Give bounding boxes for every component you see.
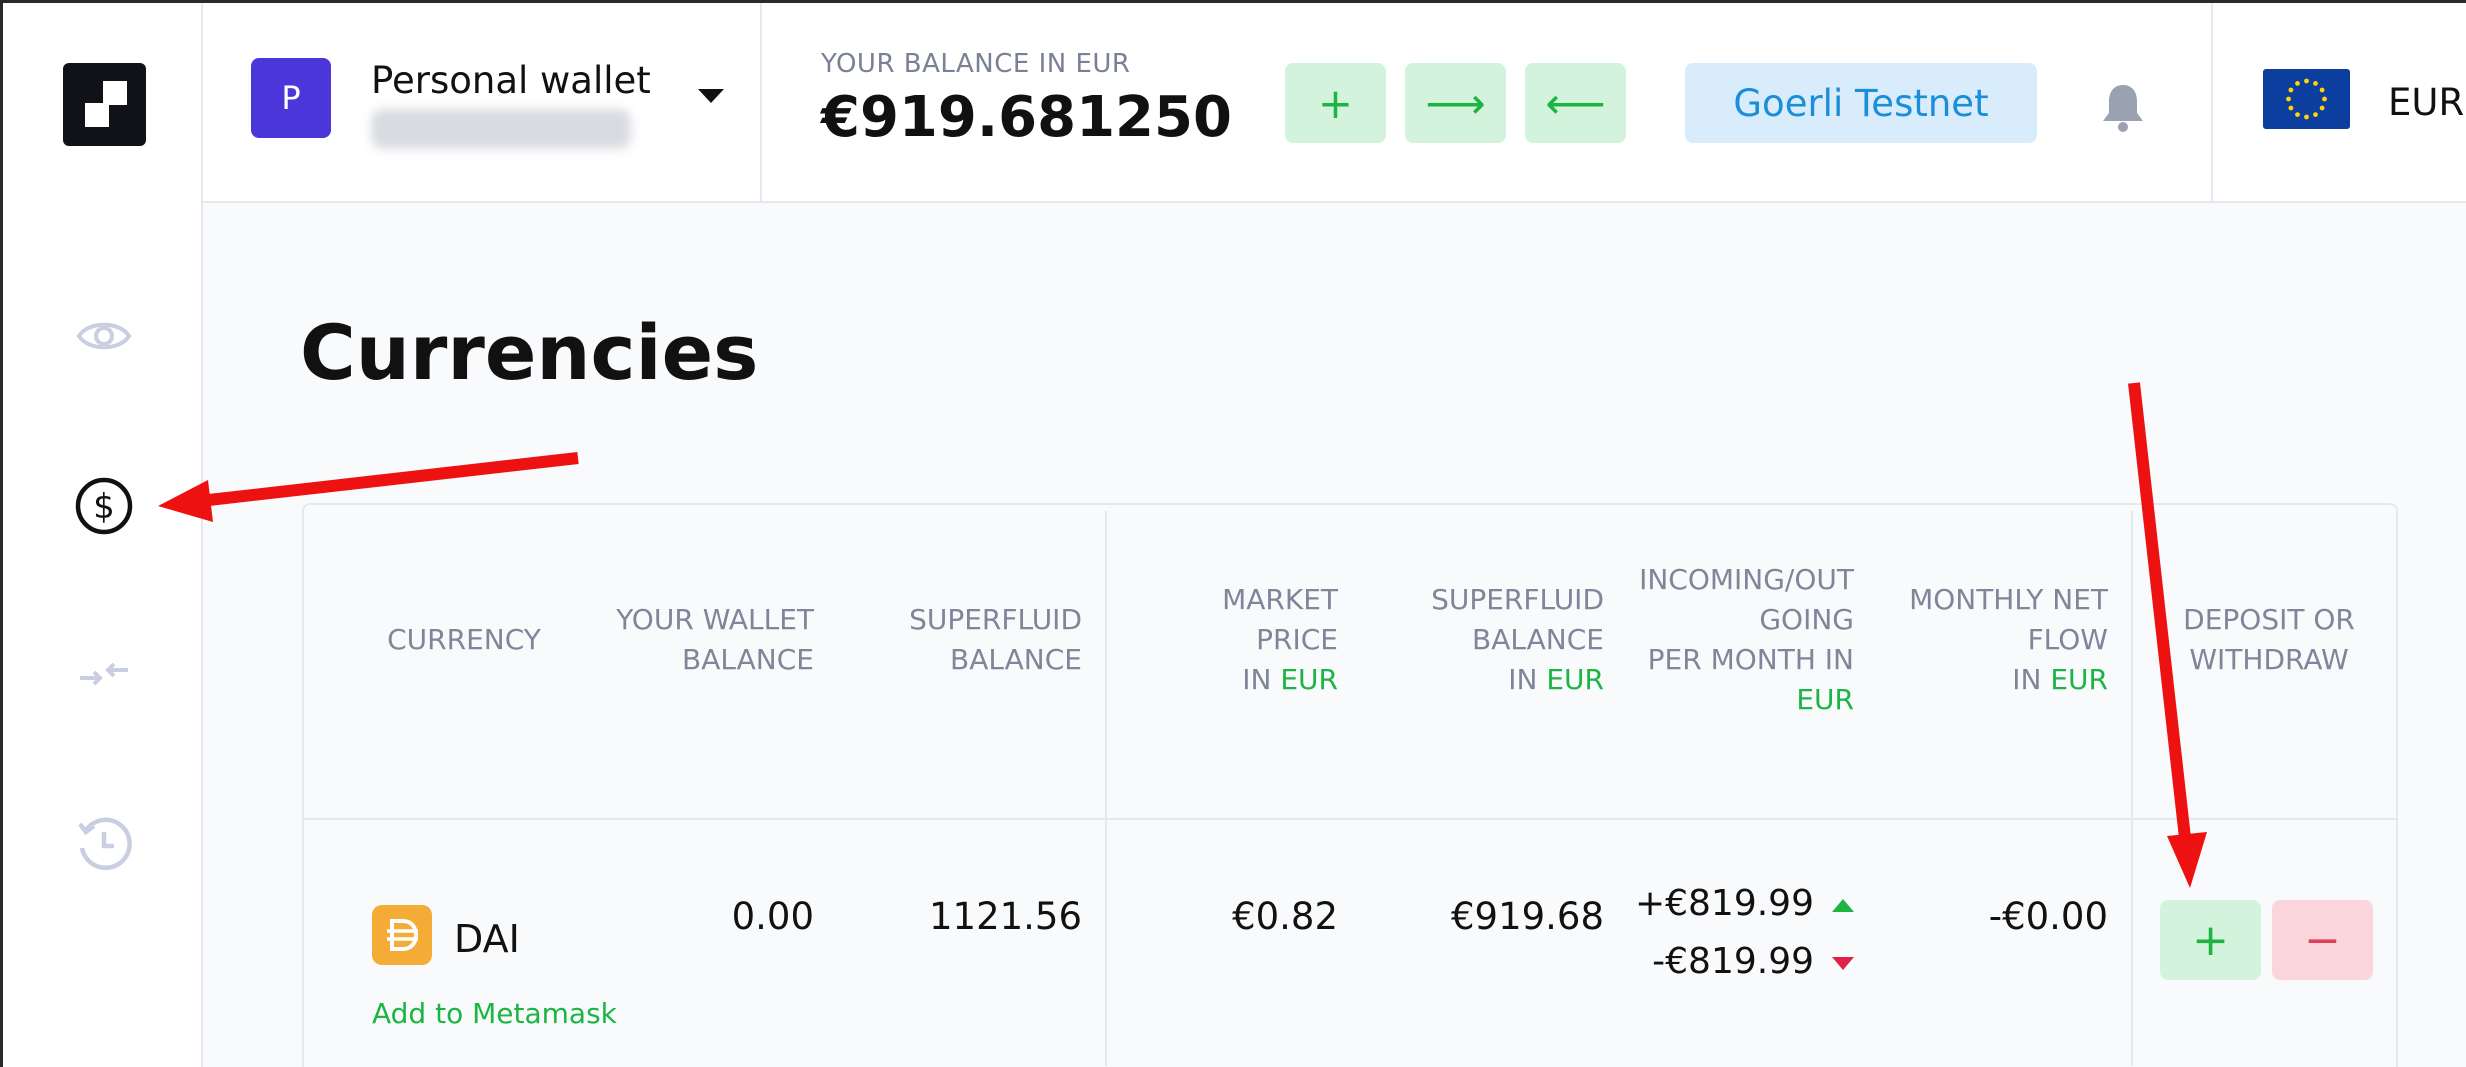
header-superfluid-balance: SUPERFLUID BALANCE (909, 603, 1082, 676)
market-price-value: €0.82 (1232, 895, 1338, 938)
token-symbol: DAI (454, 917, 520, 961)
add-to-metamask-link[interactable]: Add to Metamask (372, 997, 617, 1030)
sidebar: $ (3, 3, 203, 1067)
deposit-row-button[interactable]: + (2160, 900, 2261, 980)
send-button[interactable]: ⟶ (1405, 63, 1506, 143)
header-monthly-net-flow: MONTHLY NET FLOW IN EUR (1909, 583, 2108, 696)
eye-icon[interactable] (73, 305, 135, 367)
receive-button[interactable]: ⟵ (1525, 63, 1626, 143)
flow-cell: +€819.99 -€819.99 (1604, 883, 1854, 993)
transfer-arrows-icon[interactable] (73, 643, 135, 705)
arrow-left-icon: ⟵ (1545, 78, 1606, 128)
deposit-button[interactable]: + (1285, 63, 1386, 143)
currencies-table: CURRENCY YOUR WALLET BALANCE SUPERFLUID … (302, 503, 2398, 1067)
header-row-divider (304, 818, 2396, 820)
history-icon[interactable] (73, 813, 135, 875)
arrow-right-icon: ⟶ (1425, 78, 1486, 128)
logo-icon[interactable] (63, 63, 146, 146)
triangle-up-icon (1832, 898, 1854, 912)
svg-text:$: $ (93, 487, 115, 527)
header-divider (760, 3, 762, 201)
incoming-flow: +€819.99 (1635, 883, 1854, 924)
chevron-down-icon[interactable] (698, 89, 724, 103)
header-divider (2211, 3, 2213, 201)
header-currency: CURRENCY (387, 623, 541, 656)
header-superfluid-balance-eur: SUPERFLUID BALANCE IN EUR (1431, 583, 1604, 696)
currency-selector[interactable]: EUR (2388, 81, 2465, 124)
superfluid-balance-value: 1121.56 (928, 895, 1082, 938)
header-wallet-balance: YOUR WALLET BALANCE (616, 603, 814, 676)
plus-icon: + (1317, 78, 1354, 128)
wallet-balance-value: 0.00 (731, 895, 814, 938)
wallet-name[interactable]: Personal wallet (371, 59, 651, 102)
balance-value: €919.681250 (821, 85, 1232, 150)
eu-flag-icon[interactable] (2263, 69, 2350, 129)
monthly-net-flow-value: -€0.00 (1988, 895, 2108, 938)
header-incoming-outgoing: INCOMING/OUT GOING PER MONTH IN EUR (1639, 563, 1854, 716)
triangle-down-icon (1832, 956, 1854, 970)
page-title: Currencies (300, 308, 759, 397)
network-badge[interactable]: Goerli Testnet (1685, 63, 2037, 143)
wallet-address-blurred (371, 109, 631, 149)
wallet-avatar[interactable]: P (251, 58, 331, 138)
header-deposit-withdraw: DEPOSIT OR WITHDRAW (2183, 603, 2355, 676)
dai-token-icon (372, 905, 432, 965)
column-divider (2131, 511, 2133, 1066)
header-market-price: MARKET PRICE IN EUR (1222, 583, 1338, 696)
balance-label: YOUR BALANCE IN EUR (821, 49, 1131, 79)
superfluid-balance-eur-value: €919.68 (1450, 895, 1604, 938)
top-header: P Personal wallet YOUR BALANCE IN EUR €9… (203, 3, 2466, 203)
dollar-circle-icon[interactable]: $ (73, 475, 135, 537)
column-divider (1105, 511, 1107, 1066)
outgoing-flow: -€819.99 (1652, 941, 1854, 982)
bell-icon[interactable] (2100, 81, 2146, 137)
withdraw-row-button[interactable]: − (2272, 900, 2373, 980)
